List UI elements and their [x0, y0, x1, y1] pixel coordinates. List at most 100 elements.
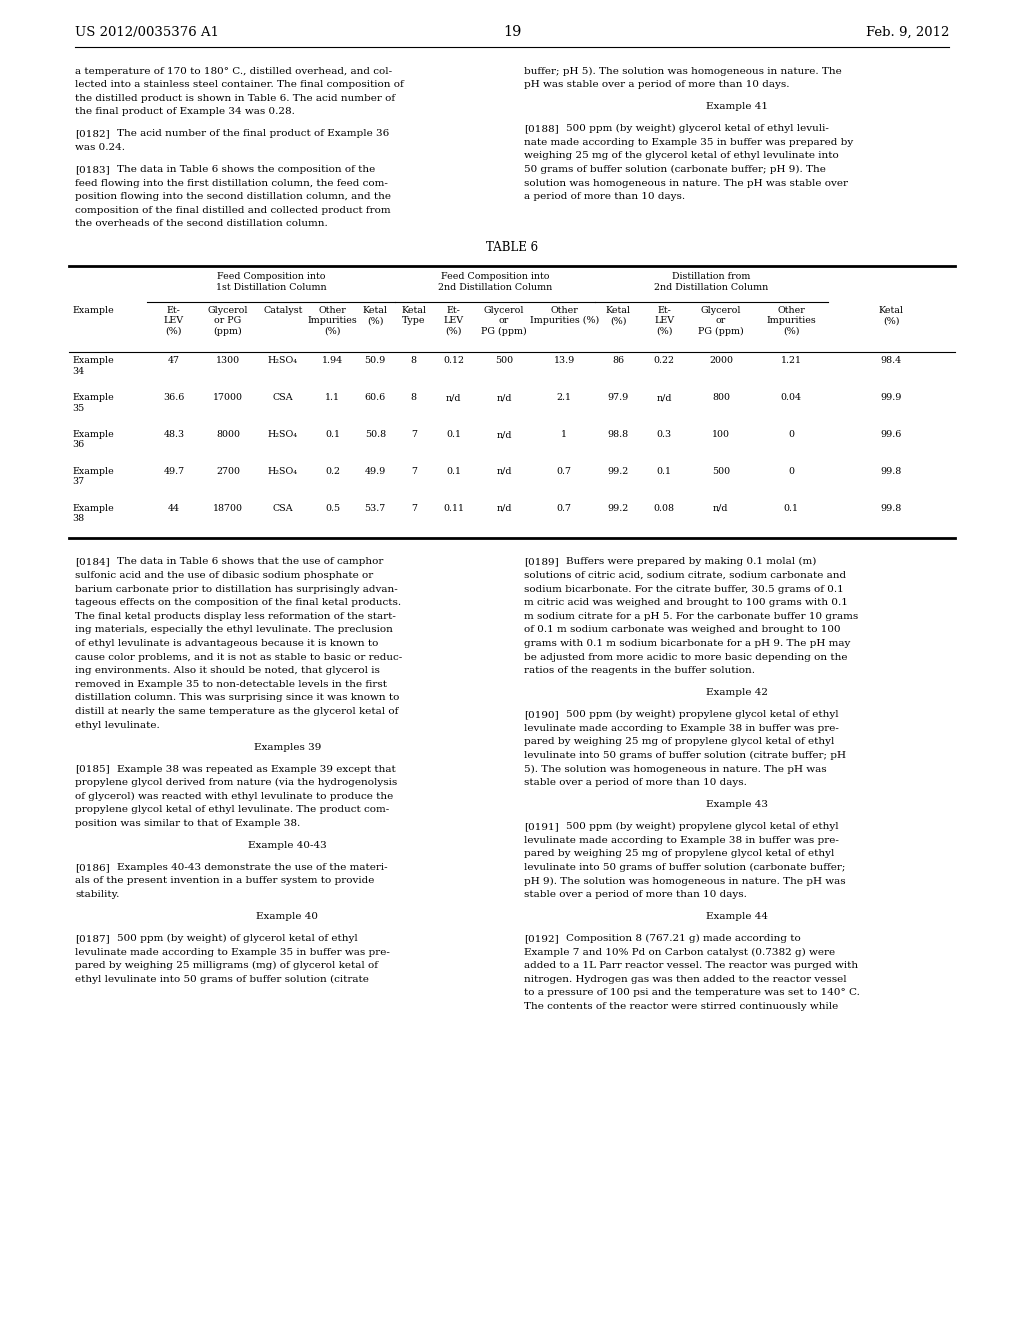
- Text: 7: 7: [411, 430, 417, 440]
- Text: position was similar to that of Example 38.: position was similar to that of Example …: [75, 818, 300, 828]
- Text: levulinate into 50 grams of buffer solution (citrate buffer; pH: levulinate into 50 grams of buffer solut…: [524, 751, 847, 760]
- Text: removed in Example 35 to non-detectable levels in the first: removed in Example 35 to non-detectable …: [75, 680, 387, 689]
- Text: Example 44: Example 44: [706, 912, 768, 921]
- Text: 500 ppm (by weight) of glycerol ketal of ethyl: 500 ppm (by weight) of glycerol ketal of…: [117, 935, 357, 942]
- Text: 86: 86: [612, 356, 625, 366]
- Text: n/d: n/d: [497, 430, 512, 440]
- Text: distillation column. This was surprising since it was known to: distillation column. This was surprising…: [75, 693, 399, 702]
- Text: m sodium citrate for a pH 5. For the carbonate buffer 10 grams: m sodium citrate for a pH 5. For the car…: [524, 611, 859, 620]
- Text: m citric acid was weighed and brought to 100 grams with 0.1: m citric acid was weighed and brought to…: [524, 598, 848, 607]
- Text: 19: 19: [503, 25, 521, 38]
- Text: 98.4: 98.4: [881, 356, 902, 366]
- Text: the overheads of the second distillation column.: the overheads of the second distillation…: [75, 219, 328, 228]
- Text: ratios of the reagents in the buffer solution.: ratios of the reagents in the buffer sol…: [524, 667, 756, 676]
- Text: [0186]: [0186]: [75, 863, 110, 873]
- Text: tageous effects on the composition of the final ketal products.: tageous effects on the composition of th…: [75, 598, 401, 607]
- Text: 18700: 18700: [213, 504, 243, 512]
- Text: ethyl levulinate into 50 grams of buffer solution (citrate: ethyl levulinate into 50 grams of buffer…: [75, 974, 369, 983]
- Text: 17000: 17000: [213, 393, 243, 403]
- Text: [0184]: [0184]: [75, 557, 110, 566]
- Text: Example: Example: [73, 306, 114, 315]
- Text: Buffers were prepared by making 0.1 molal (m): Buffers were prepared by making 0.1 mola…: [566, 557, 816, 566]
- Text: CSA: CSA: [272, 393, 293, 403]
- Text: Example 41: Example 41: [706, 102, 768, 111]
- Text: 1300: 1300: [216, 356, 240, 366]
- Text: 0: 0: [788, 467, 795, 477]
- Text: Distillation from
2nd Distillation Column: Distillation from 2nd Distillation Colum…: [654, 272, 769, 292]
- Text: 100: 100: [712, 430, 730, 440]
- Text: ing materials, especially the ethyl levulinate. The preclusion: ing materials, especially the ethyl levu…: [75, 626, 393, 635]
- Text: 0.2: 0.2: [326, 467, 340, 477]
- Text: 8: 8: [411, 356, 417, 366]
- Text: 50.8: 50.8: [365, 430, 386, 440]
- Text: 99.6: 99.6: [881, 430, 902, 440]
- Text: was 0.24.: was 0.24.: [75, 143, 125, 152]
- Text: Example 42: Example 42: [706, 688, 768, 697]
- Text: Catalyst: Catalyst: [263, 306, 302, 315]
- Text: Example
37: Example 37: [73, 467, 114, 486]
- Text: be adjusted from more acidic to more basic depending on the: be adjusted from more acidic to more bas…: [524, 652, 848, 661]
- Text: Et-
LEV
(%): Et- LEV (%): [443, 306, 464, 335]
- Text: 36.6: 36.6: [163, 393, 184, 403]
- Text: 98.8: 98.8: [607, 430, 629, 440]
- Text: Example 40-43: Example 40-43: [248, 841, 327, 850]
- Text: n/d: n/d: [497, 467, 512, 477]
- Text: solution was homogeneous in nature. The pH was stable over: solution was homogeneous in nature. The …: [524, 178, 849, 187]
- Text: 0.7: 0.7: [557, 467, 571, 477]
- Text: 0.12: 0.12: [443, 356, 464, 366]
- Text: Example
36: Example 36: [73, 430, 114, 449]
- Text: H₂SO₄: H₂SO₄: [267, 356, 298, 366]
- Text: 2.1: 2.1: [557, 393, 571, 403]
- Text: of 0.1 m sodium carbonate was weighed and brought to 100: of 0.1 m sodium carbonate was weighed an…: [524, 626, 841, 635]
- Text: Et-
LEV
(%): Et- LEV (%): [164, 306, 184, 335]
- Text: 0.1: 0.1: [446, 430, 461, 440]
- Text: [0188]: [0188]: [524, 124, 559, 133]
- Text: distill at nearly the same temperature as the glycerol ketal of: distill at nearly the same temperature a…: [75, 708, 398, 715]
- Text: pared by weighing 25 mg of propylene glycol ketal of ethyl: pared by weighing 25 mg of propylene gly…: [524, 849, 835, 858]
- Text: of glycerol) was reacted with ethyl levulinate to produce the: of glycerol) was reacted with ethyl levu…: [75, 792, 393, 801]
- Text: 0.3: 0.3: [656, 430, 672, 440]
- Text: pared by weighing 25 milligrams (mg) of glycerol ketal of: pared by weighing 25 milligrams (mg) of …: [75, 961, 378, 970]
- Text: weighing 25 mg of the glycerol ketal of ethyl levulinate into: weighing 25 mg of the glycerol ketal of …: [524, 152, 840, 161]
- Text: 2000: 2000: [709, 356, 733, 366]
- Text: 99.8: 99.8: [881, 467, 902, 477]
- Text: ethyl levulinate.: ethyl levulinate.: [75, 721, 160, 730]
- Text: feed flowing into the first distillation column, the feed com-: feed flowing into the first distillation…: [75, 178, 388, 187]
- Text: 99.2: 99.2: [607, 504, 629, 512]
- Text: 1.21: 1.21: [780, 356, 802, 366]
- Text: levulinate made according to Example 35 in buffer was pre-: levulinate made according to Example 35 …: [75, 948, 390, 957]
- Text: cause color problems, and it is not as stable to basic or reduc-: cause color problems, and it is not as s…: [75, 652, 402, 661]
- Text: 500 ppm (by weight) propylene glycol ketal of ethyl: 500 ppm (by weight) propylene glycol ket…: [566, 822, 839, 832]
- Text: [0192]: [0192]: [524, 935, 559, 942]
- Text: ing environments. Also it should be noted, that glycerol is: ing environments. Also it should be note…: [75, 667, 380, 676]
- Text: 50 grams of buffer solution (carbonate buffer; pH 9). The: 50 grams of buffer solution (carbonate b…: [524, 165, 826, 174]
- Text: n/d: n/d: [497, 393, 512, 403]
- Text: 0.1: 0.1: [656, 467, 672, 477]
- Text: 0.04: 0.04: [780, 393, 802, 403]
- Text: The acid number of the final product of Example 36: The acid number of the final product of …: [117, 129, 389, 139]
- Text: 8: 8: [411, 393, 417, 403]
- Text: propylene glycol ketal of ethyl levulinate. The product com-: propylene glycol ketal of ethyl levulina…: [75, 805, 389, 814]
- Text: 1.1: 1.1: [326, 393, 340, 403]
- Text: 53.7: 53.7: [365, 504, 386, 512]
- Text: 13.9: 13.9: [554, 356, 574, 366]
- Text: added to a 1L Parr reactor vessel. The reactor was purged with: added to a 1L Parr reactor vessel. The r…: [524, 961, 859, 970]
- Text: a temperature of 170 to 180° C., distilled overhead, and col-: a temperature of 170 to 180° C., distill…: [75, 67, 392, 75]
- Text: n/d: n/d: [656, 393, 672, 403]
- Text: 7: 7: [411, 504, 417, 512]
- Text: 44: 44: [168, 504, 180, 512]
- Text: stable over a period of more than 10 days.: stable over a period of more than 10 day…: [524, 890, 748, 899]
- Text: Glycerol
or PG
(ppm): Glycerol or PG (ppm): [208, 306, 248, 335]
- Text: Et-
LEV
(%): Et- LEV (%): [654, 306, 674, 335]
- Text: Ketal
(%): Ketal (%): [606, 306, 631, 325]
- Text: Examples 40-43 demonstrate the use of the materi-: Examples 40-43 demonstrate the use of th…: [117, 863, 387, 873]
- Text: buffer; pH 5). The solution was homogeneous in nature. The: buffer; pH 5). The solution was homogene…: [524, 67, 843, 75]
- Text: Other
Impurities
(%): Other Impurities (%): [766, 306, 816, 335]
- Text: 47: 47: [168, 356, 180, 366]
- Text: pH was stable over a period of more than 10 days.: pH was stable over a period of more than…: [524, 81, 790, 90]
- Text: [0183]: [0183]: [75, 165, 110, 174]
- Text: 0.22: 0.22: [653, 356, 675, 366]
- Text: 500 ppm (by weight) glycerol ketal of ethyl levuli-: 500 ppm (by weight) glycerol ketal of et…: [566, 124, 829, 133]
- Text: Ketal
(%): Ketal (%): [362, 306, 388, 325]
- Text: 49.7: 49.7: [163, 467, 184, 477]
